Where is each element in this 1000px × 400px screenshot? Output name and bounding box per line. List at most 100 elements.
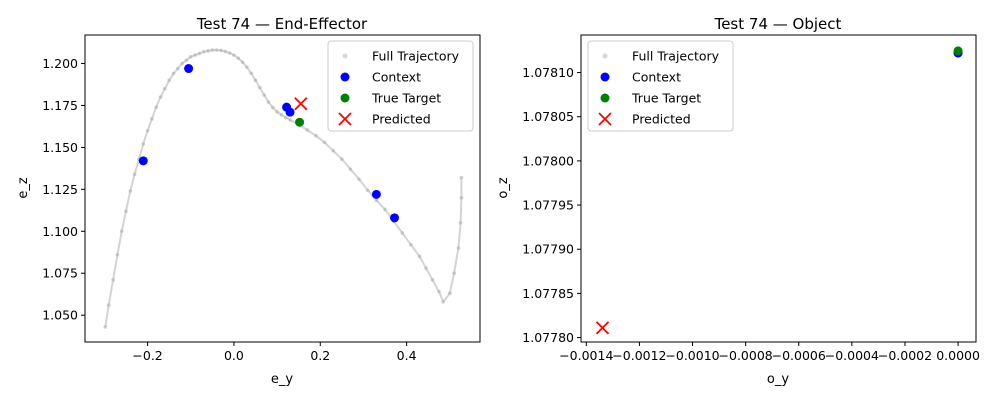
- x-tick-label: 0.2: [310, 348, 330, 363]
- trajectory-point: [430, 278, 435, 282]
- plot-area: −0.2 0.0 0.2 0.4 1.050 1.075 1.100 1.125 1.150 1.…: [42, 48, 464, 363]
- trajectory-point: [258, 85, 262, 90]
- axes-frame: [580, 34, 977, 343]
- predicted-marker: [595, 321, 610, 335]
- trajectory-point: [223, 49, 228, 54]
- series-context: [138, 64, 400, 223]
- axes-frame: [84, 34, 481, 343]
- legend-item: Predicted: [598, 112, 691, 127]
- trajectory-point: [132, 172, 137, 177]
- trajectory-point: [459, 175, 464, 180]
- trajectory-point: [176, 66, 180, 71]
- trajectory-point: [201, 49, 206, 54]
- legend-marker: [602, 53, 608, 59]
- data-point: [371, 189, 381, 199]
- trajectory-point: [417, 254, 422, 259]
- x-axis-label: o_y: [767, 372, 789, 387]
- data-point: [390, 213, 400, 223]
- trajectory-point: [158, 95, 163, 99]
- trajectory-point: [348, 167, 353, 172]
- y-tick-label: 1.075: [42, 266, 78, 281]
- legend-item: Full Trajectory: [602, 49, 720, 64]
- series-true-target: [295, 117, 305, 127]
- trajectory-point: [409, 242, 413, 247]
- y-axis-label: e_z: [16, 177, 31, 198]
- trajectory-point: [365, 188, 370, 192]
- x-tick-label: 0.0000: [936, 348, 980, 363]
- legend-marker: [340, 72, 350, 82]
- x-tick-label: 0.4: [397, 348, 417, 363]
- legend-marker: [600, 72, 610, 82]
- legend-marker: [342, 53, 348, 59]
- trajectory-point: [214, 48, 219, 52]
- trajectory-point: [288, 118, 292, 122]
- trajectory-point: [314, 133, 318, 138]
- legend-label: Predicted: [372, 112, 431, 127]
- legend-label: Predicted: [632, 112, 691, 127]
- y-tick-label: 1.150: [42, 140, 78, 155]
- trajectory-point: [279, 113, 284, 117]
- legend: Full Trajectory Context True Target Predict…: [327, 40, 474, 132]
- x-tick-label: −0.2: [132, 348, 162, 363]
- trajectory-point: [240, 60, 245, 64]
- trajectory-point: [197, 51, 202, 56]
- x-tick-label: −0.0012: [612, 348, 666, 363]
- legend-label: Full Trajectory: [372, 49, 460, 64]
- y-tick-label: 1.07810: [522, 65, 574, 80]
- x-tick-label: −0.0002: [878, 348, 932, 363]
- trajectory-point: [106, 303, 111, 307]
- legend-item: Context: [340, 70, 421, 85]
- legend-box: [327, 40, 474, 132]
- trajectory-point: [180, 61, 184, 66]
- trajectory-point: [193, 53, 197, 57]
- trajectory-point: [145, 128, 150, 133]
- trajectory-point: [266, 100, 271, 104]
- y-tick-label: 1.07790: [522, 242, 574, 257]
- trajectory-point: [331, 148, 336, 153]
- trajectory-point: [232, 53, 236, 57]
- trajectory-point: [167, 78, 171, 83]
- legend-item: Context: [600, 70, 681, 85]
- trajectory-point: [383, 207, 387, 212]
- trajectory-point: [163, 86, 167, 91]
- legend-marker: [340, 93, 350, 103]
- legend-label: True Target: [371, 91, 441, 106]
- trajectory-point: [227, 51, 232, 55]
- legend-item: Predicted: [338, 112, 431, 127]
- y-tick-label: 1.07795: [522, 198, 574, 213]
- trajectory-point: [115, 252, 120, 257]
- legend-marker: [600, 93, 610, 103]
- x-tick-label: −0.0014: [559, 348, 613, 363]
- chart-title: Test 74 — Object: [714, 15, 842, 33]
- trajectory-point: [322, 140, 327, 145]
- trajectory-point: [188, 55, 193, 59]
- series-predicted: [294, 97, 308, 111]
- legend-label: Context: [632, 70, 681, 85]
- legend: Full Trajectory Context True Target Predict…: [587, 40, 734, 132]
- series-true-target: [953, 46, 963, 56]
- legend-label: Full Trajectory: [632, 49, 720, 64]
- panel-object: Test 74 — Object −0.0014−0.0012−0.0010−0…: [496, 15, 980, 387]
- data-point: [285, 107, 295, 117]
- trajectory-point: [219, 48, 223, 53]
- y-tick-label: 1.07780: [522, 330, 574, 345]
- panel-end-effector: Test 74 — End-Effector −0.2 0.0 0.2 0.4 1.05…: [16, 15, 481, 387]
- trajectory-point: [236, 56, 241, 60]
- y-tick-label: 1.125: [42, 182, 78, 197]
- trajectory-point: [424, 266, 428, 270]
- trajectory-point: [437, 289, 441, 294]
- trajectory-point: [128, 189, 133, 193]
- legend-label: True Target: [631, 91, 701, 106]
- trajectory-point: [447, 291, 452, 296]
- trajectory-point: [458, 221, 463, 225]
- trajectory-point: [283, 115, 288, 120]
- trajectory-point: [119, 229, 124, 234]
- predicted-marker: [294, 97, 308, 111]
- legend-label: Context: [372, 70, 421, 85]
- y-tick-label: 1.07785: [522, 286, 574, 301]
- plot-area: −0.0014−0.0012−0.0010−0.0008−0.0006−0.00…: [522, 46, 980, 363]
- trajectory-point: [441, 299, 446, 304]
- data-point: [138, 156, 148, 166]
- chart-title: Test 74 — End-Effector: [196, 15, 368, 33]
